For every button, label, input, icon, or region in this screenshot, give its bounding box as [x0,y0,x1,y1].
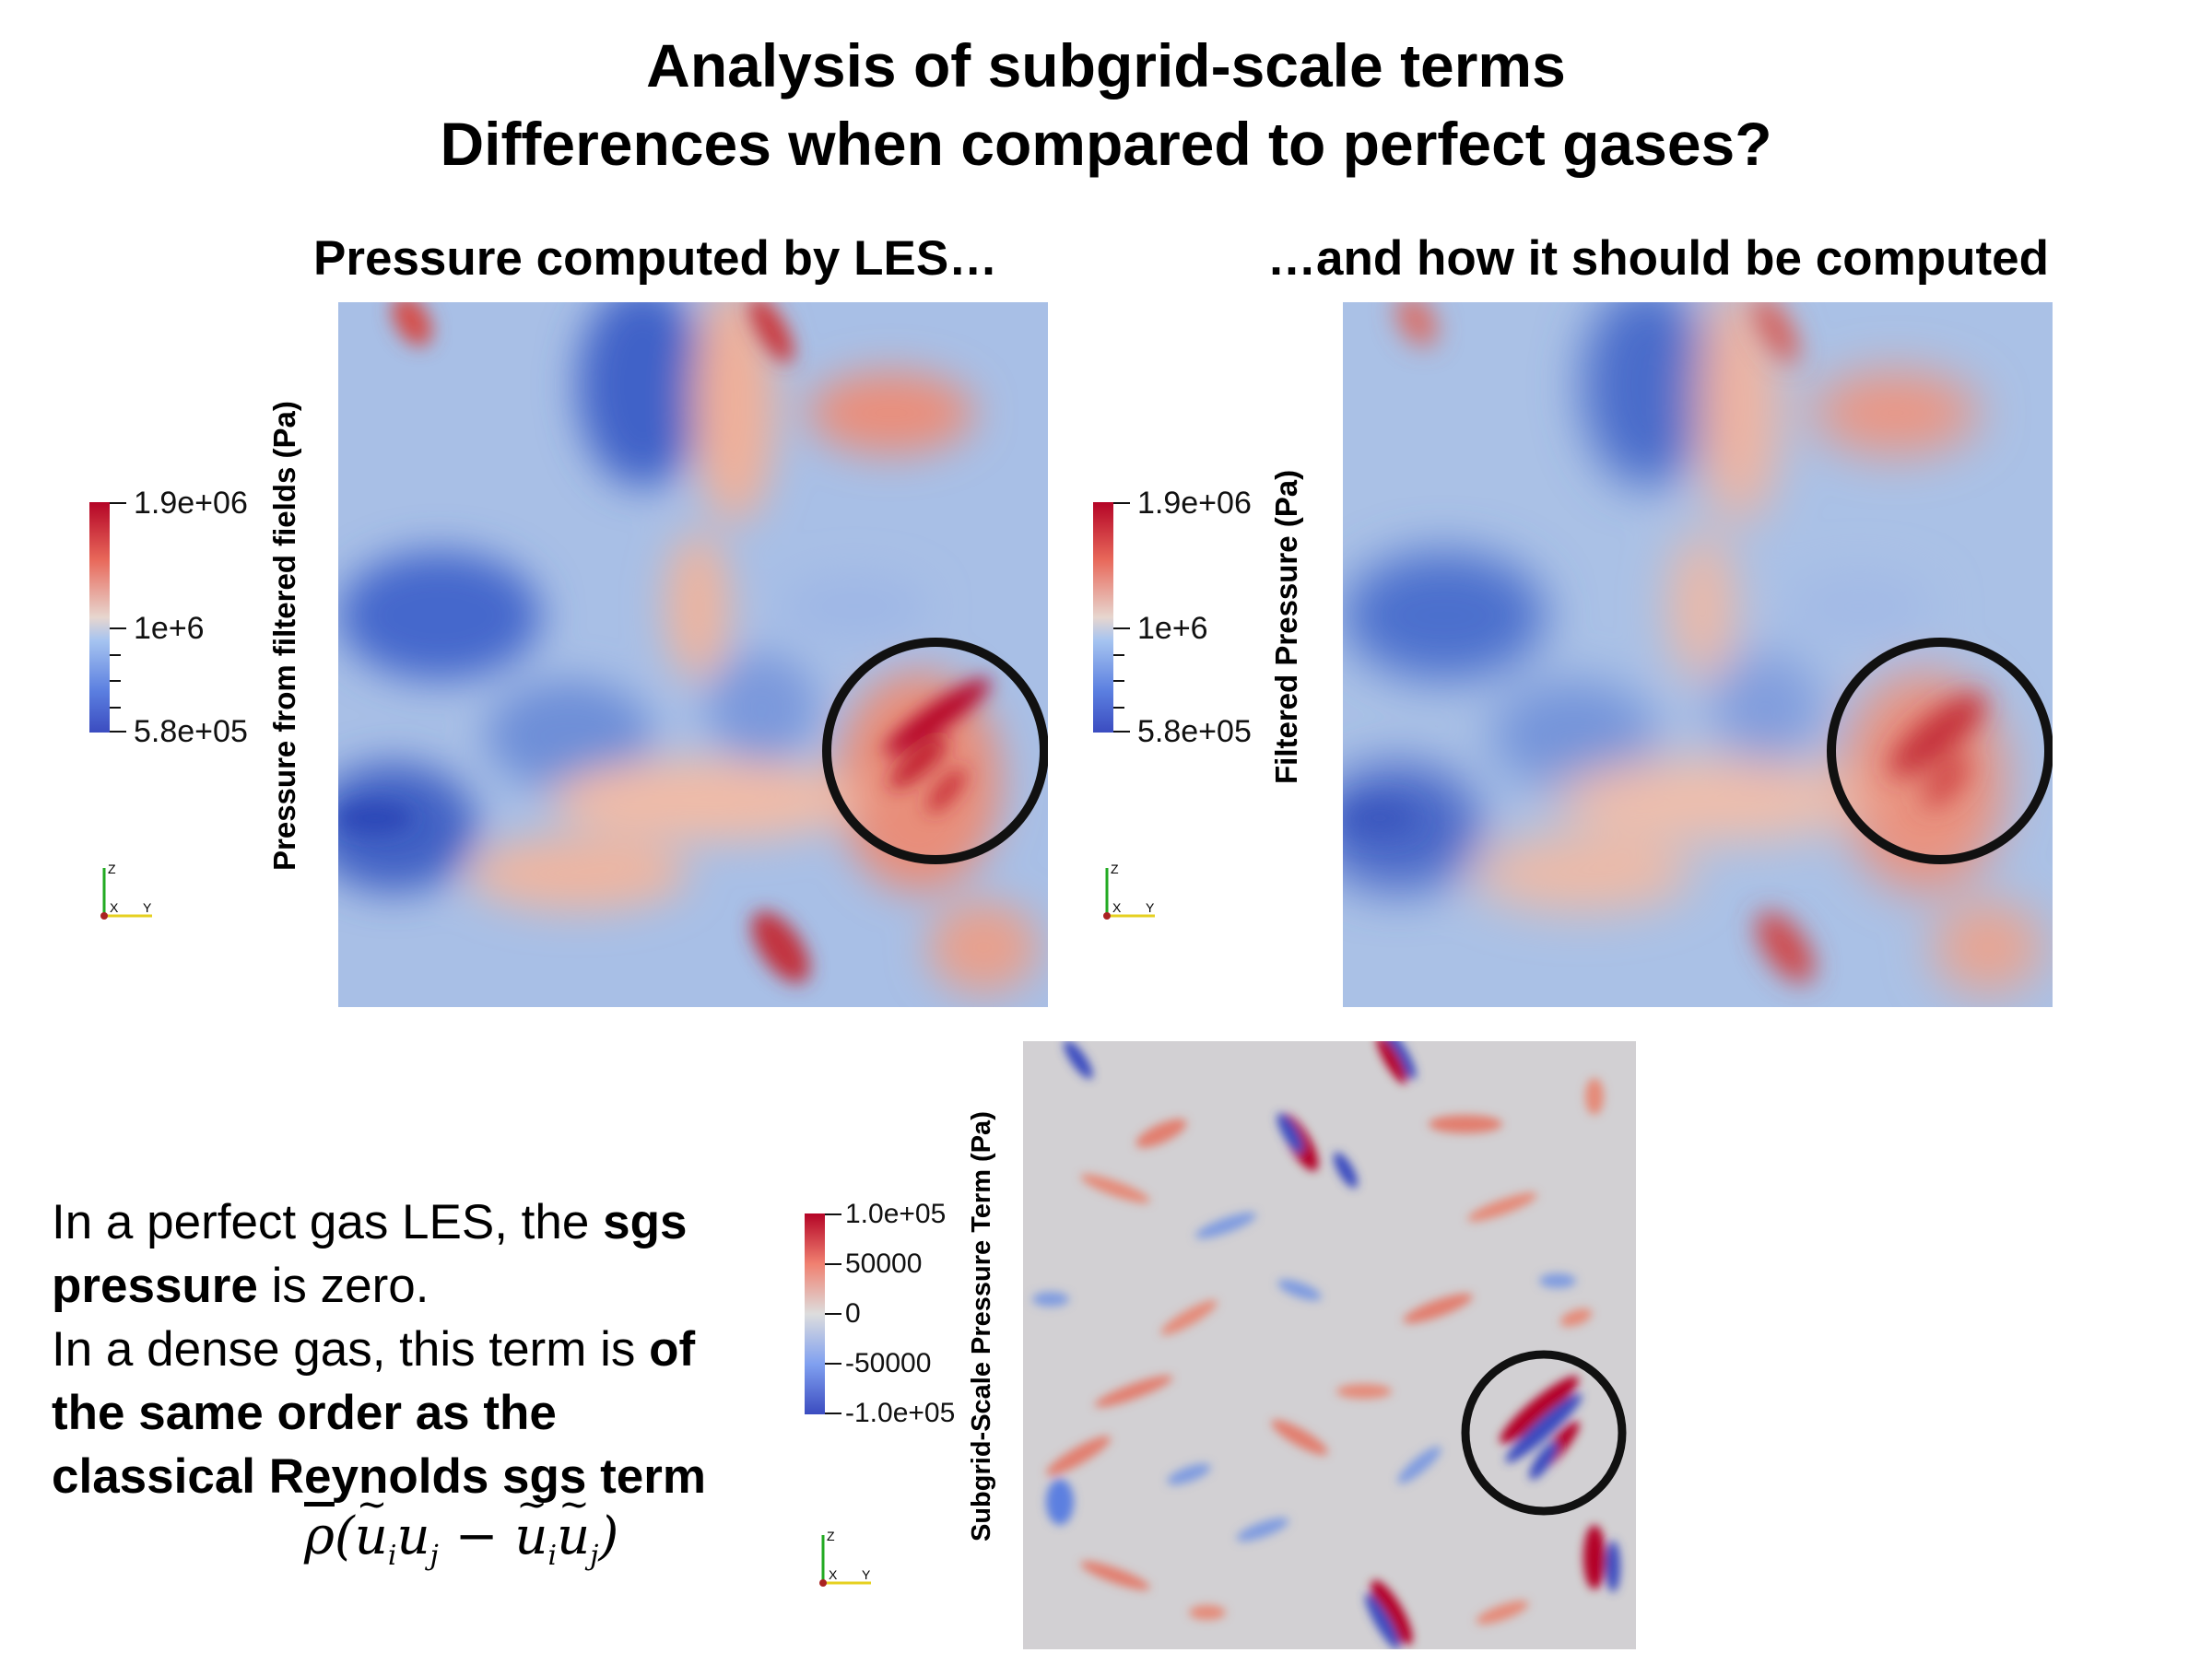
colorbar-label: 50000 [845,1249,923,1279]
axis-x-label: X [110,900,119,915]
colorbar-tick [1113,627,1130,629]
colorbar-minor-tick [110,707,121,709]
filtered-pressure-field-plot [1343,302,2053,1007]
colorbar-tick [110,731,126,733]
colorbar-tick [110,627,126,629]
explanation-part: In a perfect gas LES, the [52,1195,604,1249]
colorbar-label-zero: 0 [845,1298,861,1329]
explanation-part: is zero. [257,1259,429,1313]
formula-paren: ) [598,1506,619,1566]
colorbar-label-min: -1.0e+05 [845,1398,956,1428]
colorbar-tick [825,1313,841,1315]
axis-x-label: X [829,1567,838,1582]
colorbar-gradient [89,502,110,733]
formula-paren: ( [334,1506,355,1566]
formula-u: u [354,1506,388,1566]
formula-rho: ρ [304,1506,335,1566]
colorbar-gradient [805,1213,825,1414]
axis-y-label: Y [1146,900,1155,915]
formula-subscript: i [387,1540,397,1573]
explanation-part: In a dense gas, this term is [52,1322,650,1377]
colorbar-label-max: 1.9e+06 [1137,486,1252,521]
colorbar-label-mid: 1e+6 [134,611,205,646]
les-pressure-colorbar-title: Pressure from filtered fields (Pa) [267,401,301,871]
axis-x-label: X [1112,900,1122,915]
colorbar-minor-tick [110,680,121,682]
axis-z-label: Z [1111,862,1119,876]
explanation-emphasis: the same order as the [52,1386,557,1440]
colorbar-label-mid: 1e+6 [1137,611,1208,646]
axis-y-label: Y [862,1567,871,1582]
orientation-axes: Z X Y [819,1529,871,1587]
formula-subscript: j [590,1540,599,1573]
colorbar-minor-tick [1113,654,1124,656]
colorbar-label-min: 5.8e+05 [1137,714,1252,749]
colorbar-tick [825,1413,841,1414]
formula-subscript: j [429,1540,439,1573]
slide-title-line-2: Differences when compared to perfect gas… [440,110,1772,178]
colorbar-tick [1113,502,1130,504]
explanation-text: In a perfect gas LES, the sgs pressure i… [52,1190,789,1508]
colorbar-tick [825,1363,841,1365]
orientation-axes: Z X Y [1103,862,1155,920]
colorbar-minor-tick [110,654,121,656]
highlight-circle [822,638,1048,864]
filtered-pressure-colorbar-title: Filtered Pressure (Pa) [1269,469,1303,784]
formula-u: u [557,1506,591,1566]
colorbar-gradient [1093,502,1113,733]
colorbar-tick [825,1263,841,1265]
les-pressure-field-plot [338,302,1048,1007]
colorbar-label: -50000 [845,1348,932,1378]
slide-title-line-1: Analysis of subgrid-scale terms [646,31,1566,100]
formula-u: u [396,1506,430,1566]
formula-u: u [514,1506,548,1566]
formula-minus: − [438,1506,515,1566]
formula-subscript: i [547,1540,558,1573]
axis-z-label: Z [827,1529,835,1543]
axis-y-label: Y [143,900,152,915]
colorbar-minor-tick [1113,680,1124,682]
highlight-circle [1827,638,2053,864]
orientation-axes: Z X Y [100,862,152,920]
sgs-pressure-field-plot [1023,1041,1636,1649]
explanation-emphasis: pressure [52,1259,258,1313]
filtered-pressure-caption: …and how it should be computed [1267,231,2049,286]
colorbar-minor-tick [1113,707,1124,709]
colorbar-tick [110,502,126,504]
colorbar-tick [1113,731,1130,733]
les-pressure-caption: Pressure computed by LES… [313,231,998,286]
axis-z-label: Z [108,862,116,876]
colorbar-label-min: 5.8e+05 [134,714,248,749]
highlight-circle [1461,1350,1627,1516]
explanation-emphasis: sgs [603,1195,688,1249]
colorbar-label-max: 1.0e+05 [845,1199,947,1229]
sgs-pressure-colorbar-title: Subgrid-Scale Pressure Term (Pa) [967,1111,996,1542]
colorbar-label-max: 1.9e+06 [134,486,248,521]
colorbar-tick [825,1213,841,1215]
reynolds-sgs-formula: ρ(uiuj − uiuj) [304,1511,618,1570]
explanation-emphasis: of [649,1322,696,1377]
